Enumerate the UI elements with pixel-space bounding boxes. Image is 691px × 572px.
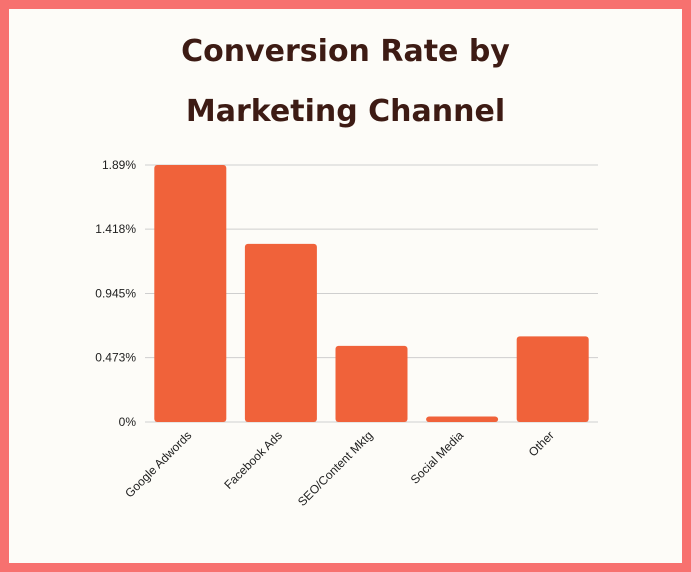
y-tick-label: 0%: [119, 415, 137, 429]
y-tick-label: 0.945%: [95, 287, 136, 301]
x-tick-label: Social Media: [408, 428, 467, 487]
bar: [426, 416, 499, 422]
bar: [244, 243, 317, 422]
y-tick-label: 1.89%: [102, 158, 136, 172]
chart-title-line-1: Conversion Rate by: [181, 34, 510, 69]
x-tick-label: Facebook Ads: [221, 428, 285, 492]
x-tick-label: Google Adwords: [122, 428, 194, 500]
bar: [335, 345, 408, 422]
y-tick-label: 1.418%: [95, 222, 136, 236]
bar: [154, 165, 227, 422]
bar: [516, 336, 589, 422]
chart-title: Conversion Rate by Marketing Channel: [0, 22, 691, 142]
y-axis-ticks: 0% 0.473% 0.945% 1.418% 1.89%: [95, 158, 136, 429]
x-tick-label: SEO/Content Mktg: [295, 428, 376, 509]
chart-title-line-2: Marketing Channel: [185, 94, 506, 129]
x-axis-labels: Google Adwords Facebook Ads SEO/Content Mk…: [122, 428, 557, 509]
x-tick-label: Other: [526, 428, 557, 459]
y-tick-label: 0.473%: [95, 351, 136, 365]
bars: [154, 165, 589, 422]
